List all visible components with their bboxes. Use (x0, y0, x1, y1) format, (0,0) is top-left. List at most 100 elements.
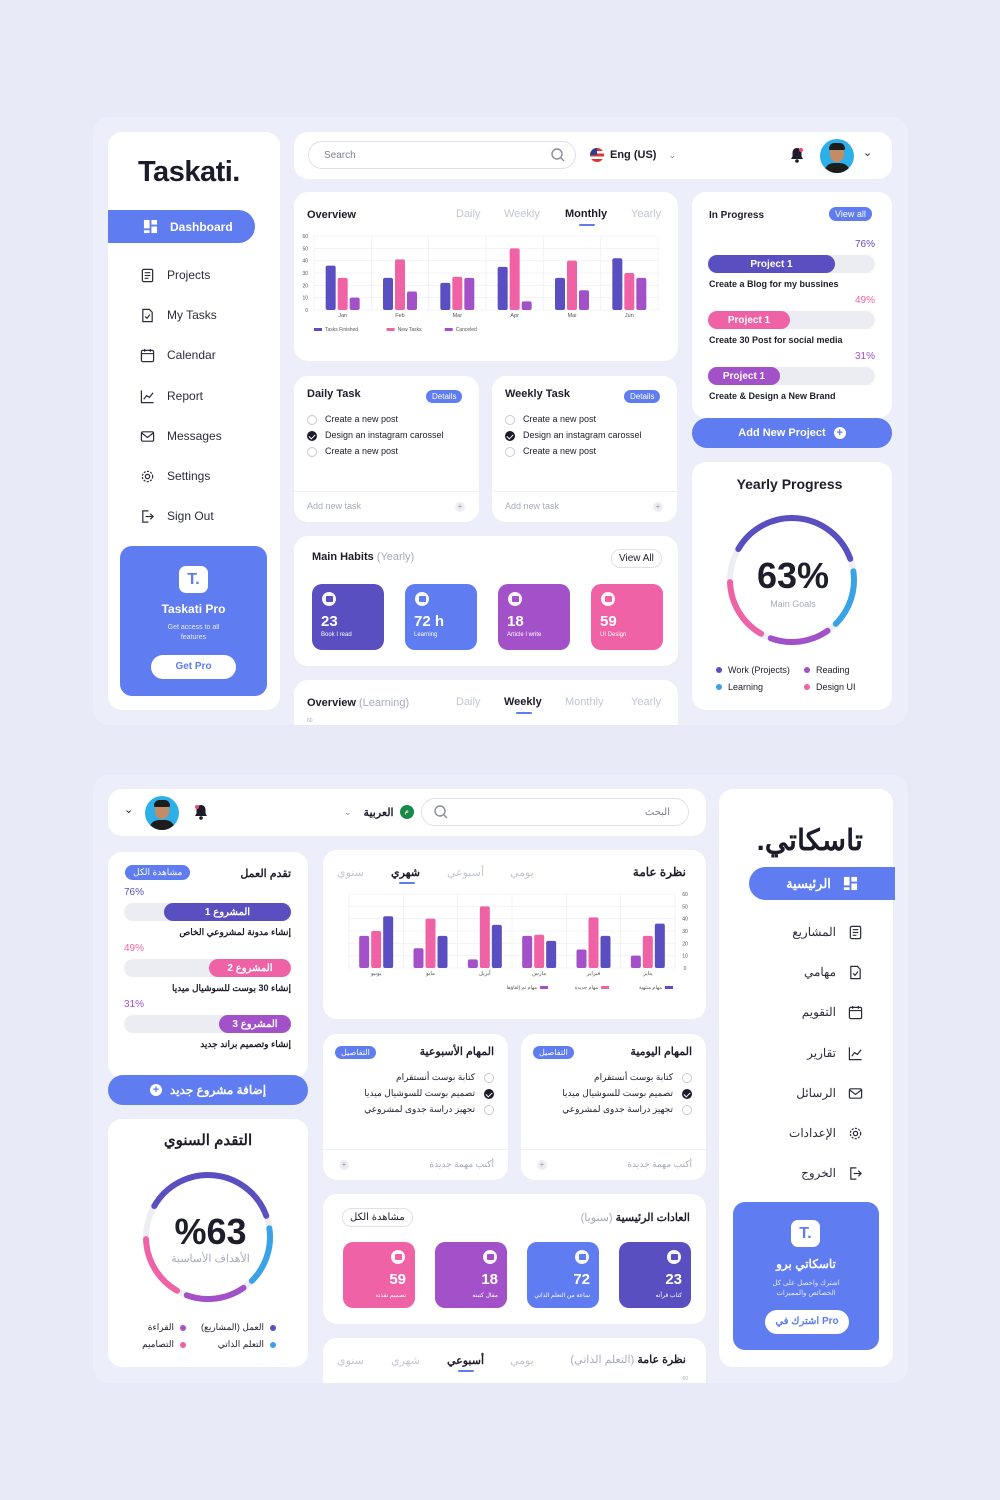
weekly-task-title: Weekly Task (505, 388, 571, 400)
sidebar-item-calendar[interactable]: التقويم (802, 1002, 863, 1022)
sidebar-item-gear[interactable]: Settings (140, 466, 210, 486)
habit-tile[interactable]: 18 مقال كتبته (435, 1242, 507, 1308)
task-checkbox[interactable] (505, 431, 515, 441)
tab-yearly[interactable]: سنوي (337, 867, 364, 879)
add-new-project-button[interactable]: Add New Project + (692, 418, 892, 448)
bell-icon[interactable] (790, 147, 804, 163)
sidebar-item-task[interactable]: My Tasks (140, 305, 217, 325)
avatar-hair (154, 800, 170, 807)
mail-icon (140, 430, 155, 442)
habit-tile[interactable]: 23 كتاب قرأته (619, 1242, 691, 1308)
view-all-badge[interactable]: مشاهدة الكل (125, 865, 191, 880)
y-tick-label: 10 (682, 954, 688, 960)
task-checkbox[interactable] (307, 415, 317, 425)
language-selector[interactable]: ⌄ العربية م (344, 805, 414, 819)
tab-daily[interactable]: Daily (456, 696, 481, 708)
task-checkbox[interactable] (682, 1105, 692, 1115)
user-avatar[interactable] (145, 796, 179, 830)
view-all-button[interactable]: View All (611, 549, 662, 568)
sidebar-item-document[interactable]: Projects (140, 265, 210, 285)
habits-subtitle: (سنويا) (580, 1212, 613, 1224)
task-checkbox[interactable] (307, 447, 317, 457)
tab-yearly[interactable]: Yearly (631, 208, 662, 220)
bar (522, 935, 533, 968)
search-input[interactable]: البحث (644, 807, 670, 818)
tab-monthly[interactable]: شهري (391, 867, 420, 879)
project-description: Create 30 Post for social media (709, 335, 843, 345)
daily-add-task-input[interactable]: أكتب مهمة جديدة (627, 1159, 692, 1169)
task-checkbox[interactable] (484, 1073, 494, 1083)
tab-monthly[interactable]: Monthly (565, 208, 608, 220)
weekly-add-task-input[interactable]: Add new task (505, 501, 560, 511)
tab-daily[interactable]: يومي (510, 1355, 534, 1367)
task-checkbox[interactable] (505, 415, 515, 425)
search-input[interactable]: Search (324, 150, 356, 161)
task-checkbox[interactable] (484, 1105, 494, 1115)
language-selector[interactable]: Eng (US) ⌄ (590, 148, 676, 162)
sidebar-item-mail[interactable]: Messages (140, 426, 222, 446)
sidebar-item-chart[interactable]: تقارير (807, 1043, 863, 1063)
daily-add-task-input[interactable]: Add new task (307, 501, 362, 511)
task-checkbox[interactable] (307, 431, 317, 441)
task-checkbox[interactable] (682, 1089, 692, 1099)
weekly-details-badge[interactable]: Details (624, 390, 661, 403)
daily-add-row[interactable] (521, 1149, 706, 1150)
habit-tile[interactable]: 59 UI Design (591, 584, 663, 650)
tab-weekly[interactable]: أسبوعي (447, 867, 485, 879)
sidebar-item-document[interactable]: المشاريع (792, 922, 863, 942)
task-checkbox[interactable] (484, 1089, 494, 1099)
bar (371, 931, 382, 968)
plus-icon[interactable]: + (537, 1160, 547, 1170)
sidebar-item-dashboard[interactable]: الرئيسية (749, 867, 895, 900)
search-box[interactable]: البحث (421, 798, 689, 826)
habit-tile[interactable]: 23 Book I read (312, 584, 384, 650)
plus-icon[interactable]: + (653, 502, 663, 512)
subscribe-pro-button[interactable]: اشترك في Pro (765, 1310, 849, 1334)
task-checkbox[interactable] (682, 1073, 692, 1083)
daily-add-row[interactable] (294, 491, 479, 492)
overview-learning-header: نظرة عامة (التعلم الذاتي) (570, 1353, 686, 1366)
tab-monthly[interactable]: شهري (391, 1355, 420, 1367)
sidebar-item-logout[interactable]: Sign Out (140, 506, 214, 526)
tab-yearly[interactable]: سنوي (337, 1355, 364, 1367)
sidebar-item-mail[interactable]: الرسائل (796, 1083, 863, 1103)
weekly-add-row[interactable] (492, 491, 677, 492)
habit-tile[interactable]: 59 تصميم نفذته (343, 1242, 415, 1308)
tab-monthly[interactable]: Monthly (565, 696, 604, 708)
habit-tile[interactable]: 72 ساعة من التعلم الذاتي (527, 1242, 599, 1308)
tab-weekly[interactable]: Weekly (504, 696, 542, 708)
sidebar-item-task[interactable]: مهامي (804, 962, 863, 982)
bar (509, 248, 520, 310)
tab-weekly[interactable]: Weekly (504, 208, 540, 220)
tab-daily[interactable]: يومي (510, 867, 534, 879)
daily-details-badge[interactable]: Details (426, 390, 463, 403)
y-tick-label: 30 (302, 271, 308, 277)
weekly-details-badge[interactable]: التفاصيل (335, 1046, 376, 1059)
weekly-add-row[interactable] (323, 1149, 508, 1150)
sidebar-item-chart[interactable]: Report (140, 386, 203, 406)
habit-tile[interactable]: 72 h Learning (405, 584, 477, 650)
user-avatar[interactable] (820, 139, 854, 173)
get-pro-button[interactable]: Get Pro (151, 655, 236, 679)
tab-daily[interactable]: Daily (456, 208, 481, 220)
profile-chevron-icon[interactable]: ⌄ (863, 147, 873, 159)
habit-tile[interactable]: 18 Article I write (498, 584, 570, 650)
tab-weekly[interactable]: أسبوعي (447, 1355, 485, 1367)
view-all-button[interactable]: مشاهدة الكل (342, 1208, 413, 1227)
tab-yearly[interactable]: Yearly (631, 696, 662, 708)
task-checkbox[interactable] (505, 447, 515, 457)
sidebar-item-logout[interactable]: الخروج (801, 1163, 863, 1183)
plus-icon[interactable]: + (339, 1160, 349, 1170)
add-new-project-button[interactable]: + إضافة مشروع جديد (108, 1075, 308, 1105)
weekly-add-task-input[interactable]: أكتب مهمة جديدة (429, 1159, 494, 1169)
habit-value: 23 (321, 613, 338, 630)
daily-details-badge[interactable]: التفاصيل (533, 1046, 574, 1059)
bell-icon[interactable] (194, 804, 208, 820)
view-all-badge[interactable]: View all (829, 207, 872, 221)
sidebar-item-calendar[interactable]: Calendar (140, 345, 216, 365)
profile-chevron-icon[interactable]: ⌄ (124, 804, 134, 816)
sidebar-item-dashboard[interactable]: Dashboard (108, 210, 255, 243)
search-box[interactable]: Search (308, 141, 576, 169)
plus-icon[interactable]: + (455, 502, 465, 512)
sidebar-item-gear[interactable]: الإعدادات (789, 1123, 863, 1143)
